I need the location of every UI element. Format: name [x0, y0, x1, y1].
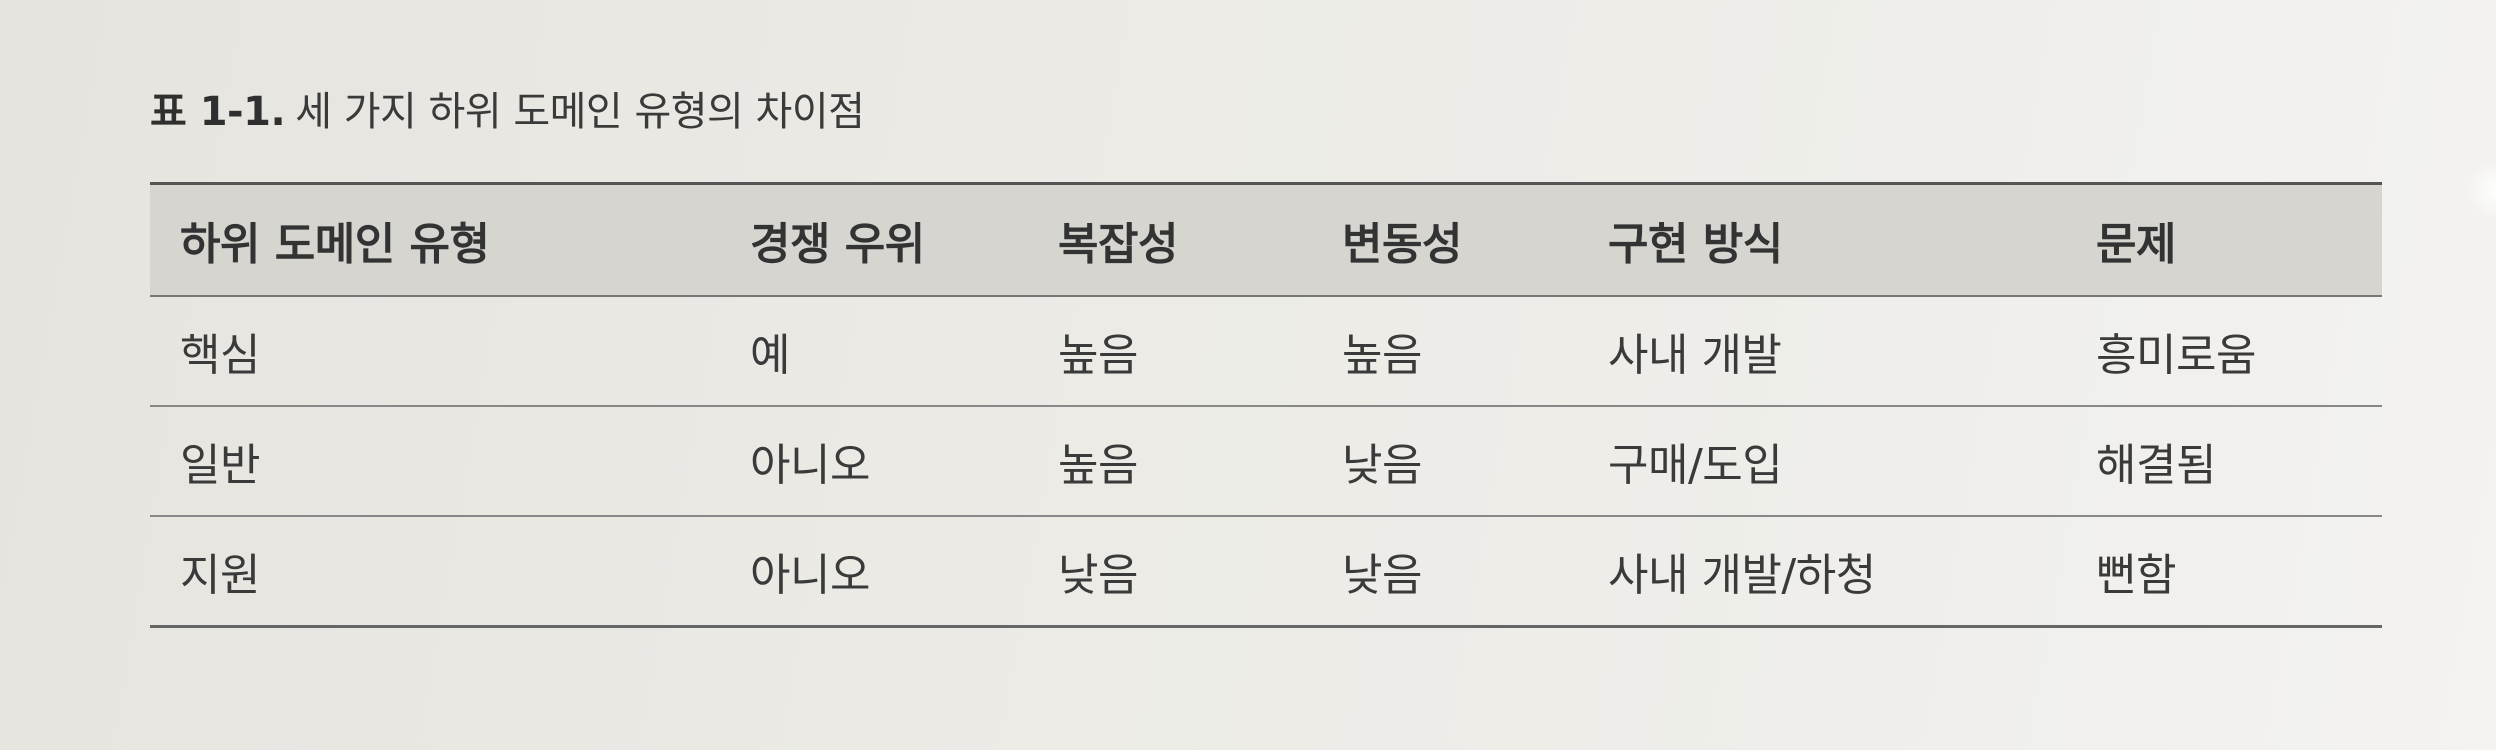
- table-row: 지원 아니오 낮음 낮음 사내 개발/하청 뻔함: [150, 516, 2382, 628]
- table-cell: 아니오: [720, 406, 1028, 517]
- table-cell: 해결됨: [2066, 406, 2382, 517]
- table-row: 핵심 예 높음 높음 사내 개발 흥미로움: [150, 296, 2382, 407]
- table-cell: 예: [720, 296, 1028, 407]
- table-body: 핵심 예 높음 높음 사내 개발 흥미로움 일반 아니오 높음 낮음 구매/도입…: [150, 296, 2382, 628]
- table-caption: 표 1-1. 세 가지 하위 도메인 유형의 차이점: [150, 88, 865, 136]
- table-caption-text: 세 가지 하위 도메인 유형의 차이점: [295, 89, 865, 135]
- table-cell: 핵심: [150, 296, 720, 407]
- table-cell: 사내 개발/하청: [1578, 516, 2066, 628]
- table-cell: 흥미로움: [2066, 296, 2382, 407]
- header-subdomain-type: 하위 도메인 유형: [150, 182, 720, 297]
- header-volatility: 변동성: [1312, 182, 1578, 297]
- table-row: 일반 아니오 높음 낮음 구매/도입 해결됨: [150, 406, 2382, 517]
- table-cell: 낮음: [1028, 516, 1312, 628]
- table-cell: 낮음: [1312, 516, 1578, 628]
- table-header-row: 하위 도메인 유형 경쟁 우위 복잡성 변동성 구현 방식 문제: [150, 182, 2382, 297]
- header-implementation: 구현 방식: [1578, 182, 2066, 297]
- table-caption-label: 표 1-1.: [150, 89, 286, 135]
- table-cell: 높음: [1028, 406, 1312, 517]
- subdomain-comparison-table: 하위 도메인 유형 경쟁 우위 복잡성 변동성 구현 방식 문제 핵심 예 높음…: [150, 182, 2382, 628]
- table-cell: 지원: [150, 516, 720, 628]
- header-competitive-advantage: 경쟁 우위: [720, 182, 1028, 297]
- table-cell: 아니오: [720, 516, 1028, 628]
- header-problem: 문제: [2066, 182, 2382, 297]
- table-cell: 높음: [1312, 296, 1578, 407]
- table-cell: 구매/도입: [1578, 406, 2066, 517]
- header-complexity: 복잡성: [1028, 182, 1312, 297]
- table-cell: 사내 개발: [1578, 296, 2066, 407]
- table-cell: 뻔함: [2066, 516, 2382, 628]
- table-cell: 일반: [150, 406, 720, 517]
- table-cell: 낮음: [1312, 406, 1578, 517]
- table-header: 하위 도메인 유형 경쟁 우위 복잡성 변동성 구현 방식 문제: [150, 182, 2382, 297]
- light-glare: [2466, 160, 2496, 220]
- table-cell: 높음: [1028, 296, 1312, 407]
